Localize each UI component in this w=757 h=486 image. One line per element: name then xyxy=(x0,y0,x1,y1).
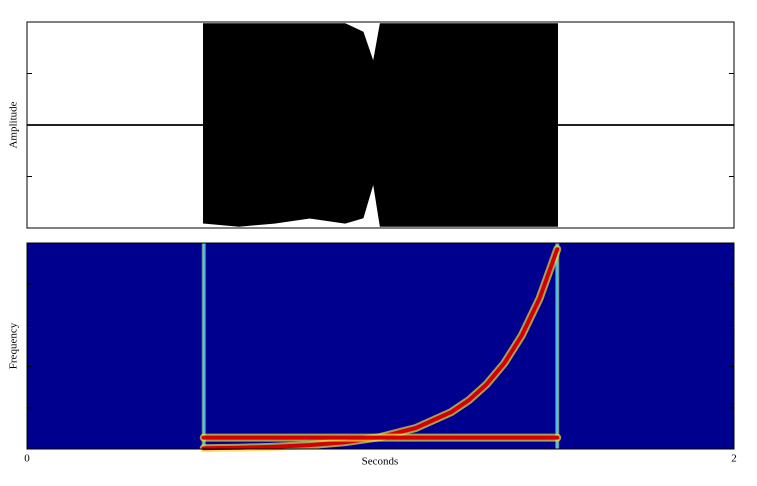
x-axis-label: Seconds xyxy=(362,456,399,468)
y-axis-label: Frequency xyxy=(8,322,20,369)
ridge xyxy=(201,247,560,451)
x-tick-label: 2 xyxy=(731,453,737,465)
x-tick-label: 0 xyxy=(24,453,30,465)
plot-frame xyxy=(26,242,735,450)
plot-background xyxy=(27,243,734,449)
waveform xyxy=(27,23,734,126)
y-axis-label: Amplitude xyxy=(8,101,20,148)
waveform xyxy=(27,124,734,227)
